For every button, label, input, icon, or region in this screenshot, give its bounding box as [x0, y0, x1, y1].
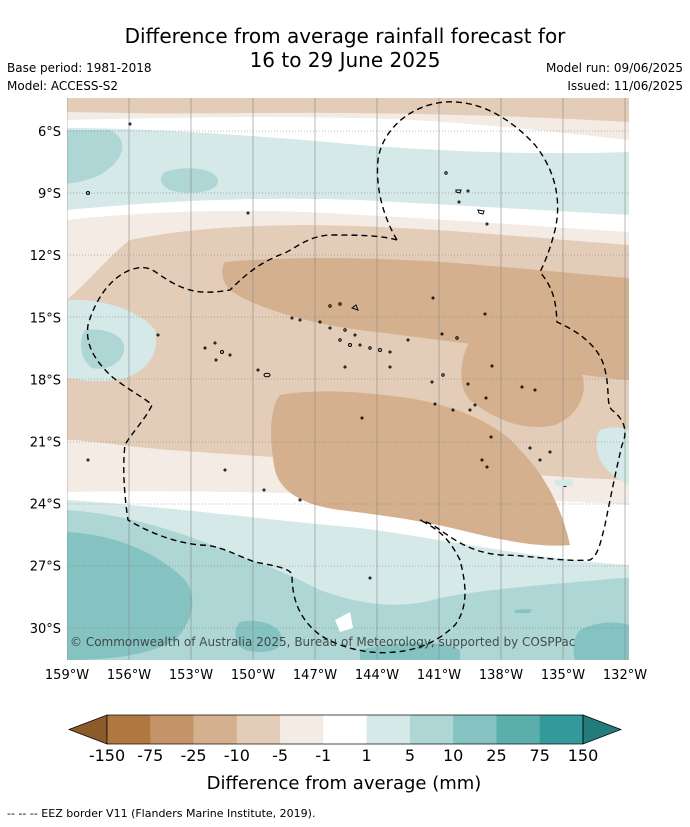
colorbar-tick: 25 — [486, 746, 506, 765]
top-brown-band — [67, 98, 629, 122]
lon-label: 138°W — [479, 668, 523, 683]
teal-patch-west-inner — [80, 329, 125, 369]
lat-label: 27°S — [30, 560, 61, 575]
lat-label: 6°S — [38, 125, 61, 140]
colorbar-segment — [496, 715, 541, 744]
colorbar-tick: -25 — [180, 746, 206, 765]
colorbar-segment — [453, 715, 497, 744]
copyright-notice: © Commonwealth of Australia 2025, Bureau… — [70, 635, 575, 649]
colorbar-frame — [106, 714, 584, 745]
issued-text: Issued: 11/06/2025 — [567, 79, 683, 93]
teal-patch-northwest — [67, 130, 123, 184]
title-line-2: 16 to 29 June 2025 — [249, 48, 441, 72]
model-run-text: Model run: 09/06/2025 — [545, 61, 683, 75]
eez-borders — [86, 101, 626, 654]
latitude-labels: 6°S 9°S 12°S 15°S 18°S 21°S 24°S 27°S 30°S — [30, 125, 61, 637]
colorbar-segment — [409, 715, 454, 744]
colorbar-tick: -75 — [137, 746, 163, 765]
base-period-text: Base period: 1981-2018 — [7, 61, 152, 75]
model-text: Model: ACCESS-S2 — [7, 79, 119, 93]
dark-brown-patch-south — [271, 391, 570, 546]
longitude-gridlines — [67, 98, 626, 660]
lat-label: 30°S — [30, 622, 61, 637]
longitude-labels: 159°W 156°W 153°W 150°W 147°W 144°W 141°W 138°W… — [45, 668, 647, 683]
colorbar-segment — [107, 715, 151, 744]
colorbar-segment — [193, 715, 238, 744]
colorbar-tick: 10 — [443, 746, 463, 765]
colorbar-tick: -5 — [272, 746, 288, 765]
colorbar-tick-labels: -150 -75 -25 -10 -5 -1 1 5 10 25 75 150 — [89, 746, 598, 765]
contour-fields — [67, 98, 629, 660]
white-patch-south — [335, 612, 353, 632]
lon-label: 141°W — [417, 668, 461, 683]
teal-region-south — [67, 510, 629, 660]
teal-dark-patch-southwest — [67, 532, 193, 660]
lat-label: 18°S — [30, 373, 61, 388]
colorbar-extend-low — [68, 714, 108, 745]
meta-left: Base period: 1981-2018 Model: ACCESS-S2 — [7, 59, 152, 95]
teal-dark-patch-southeast — [573, 622, 629, 660]
colorbar-segment — [366, 715, 411, 744]
colorbar-label: Difference from average (mm) — [207, 773, 482, 794]
lon-label: 147°W — [293, 668, 337, 683]
map-title: Difference from average rainfall forecas… — [0, 24, 690, 72]
eez-footnote: -- -- -- EEZ border V11 (Flanders Marine… — [7, 807, 316, 820]
rainfall-map: © Commonwealth of Australia 2025, Bureau… — [30, 98, 647, 794]
teal-small-patch-south — [515, 609, 532, 613]
lon-label: 132°W — [603, 668, 647, 683]
colorbar-tick: 5 — [405, 746, 415, 765]
colorbar-extend-high — [582, 714, 622, 745]
teal-band-north — [67, 128, 629, 215]
colorbar-tick: -150 — [89, 746, 125, 765]
colorbar-tick: 75 — [530, 746, 550, 765]
teal-dark-patch-south — [235, 620, 283, 652]
lon-label: 150°W — [231, 668, 275, 683]
teal-dark-patch-south-center — [360, 642, 460, 660]
colorbar-segment — [539, 715, 584, 744]
colorbar-tick: 150 — [568, 746, 599, 765]
lon-label: 135°W — [541, 668, 585, 683]
colorbar-segment — [150, 715, 194, 744]
colorbar-tick: -1 — [315, 746, 331, 765]
colorbar-segment — [323, 715, 367, 744]
lon-label: 144°W — [355, 668, 399, 683]
colorbar-tick: -10 — [224, 746, 250, 765]
lat-label: 21°S — [30, 436, 61, 451]
islands — [86, 122, 567, 580]
latitude-gridlines — [67, 130, 629, 629]
lon-label: 156°W — [107, 668, 151, 683]
lon-label: 153°W — [169, 668, 213, 683]
colorbar-segment — [280, 715, 324, 744]
lat-label: 9°S — [38, 187, 61, 202]
lat-label: 12°S — [30, 249, 61, 264]
dark-brown-patch-east — [461, 330, 584, 428]
lat-label: 15°S — [30, 311, 61, 326]
meta-right: Model run: 09/06/2025 Issued: 11/06/2025 — [546, 59, 683, 95]
lat-label: 24°S — [30, 498, 61, 513]
colorbar — [68, 714, 622, 745]
lon-label: 159°W — [45, 668, 89, 683]
colorbar-tick: 1 — [362, 746, 372, 765]
title-line-1: Difference from average rainfall forecas… — [124, 24, 566, 48]
teal-small-patch-east — [554, 479, 573, 486]
colorbar-segment — [236, 715, 281, 744]
teal-patch-north — [160, 168, 219, 193]
